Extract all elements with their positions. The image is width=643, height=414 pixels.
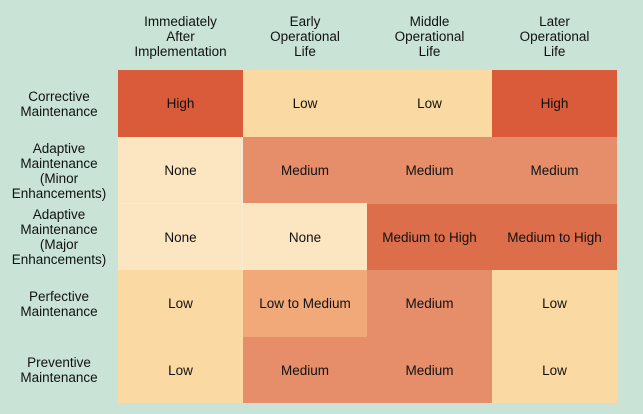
- matrix-cell: Low: [118, 270, 243, 337]
- matrix-cell: Medium: [367, 137, 492, 204]
- row-header: Preventive Maintenance: [20, 355, 98, 385]
- matrix-cell: Medium to High: [367, 204, 492, 270]
- row-header: Adaptive Maintenance (Minor Enhancements…: [11, 140, 107, 201]
- row-header: Perfective Maintenance: [20, 288, 98, 319]
- matrix-cell: Medium: [243, 337, 367, 403]
- matrix-cell: None: [118, 204, 243, 270]
- matrix-cell: None: [243, 204, 367, 270]
- matrix-cell: High: [118, 70, 243, 137]
- row-header: Adaptive Maintenance (Major Enhancements…: [11, 207, 107, 267]
- matrix-cell: Low: [243, 70, 367, 137]
- matrix-cell: Medium to High: [492, 204, 617, 270]
- matrix-cell: Low: [367, 70, 492, 137]
- column-header: Early Operational Life: [270, 13, 340, 59]
- matrix-cell: Low to Medium: [243, 270, 367, 337]
- matrix-cell: Medium: [492, 137, 617, 204]
- column-header: Immediately After Implementation: [134, 13, 227, 59]
- matrix-cell: Medium: [243, 137, 367, 204]
- matrix-cell: None: [118, 137, 243, 204]
- matrix-cell: Low: [492, 337, 617, 403]
- matrix-cell: Medium: [367, 337, 492, 403]
- row-header: Corrective Maintenance: [20, 88, 98, 119]
- matrix-cell: Low: [492, 270, 617, 337]
- matrix-cell: Medium: [367, 270, 492, 337]
- column-header: Middle Operational Life: [394, 13, 465, 59]
- grid-divider: [118, 203, 367, 204]
- column-header: Later Operational Life: [519, 13, 590, 59]
- matrix-cell: High: [492, 70, 617, 137]
- matrix-cell: Low: [118, 337, 243, 403]
